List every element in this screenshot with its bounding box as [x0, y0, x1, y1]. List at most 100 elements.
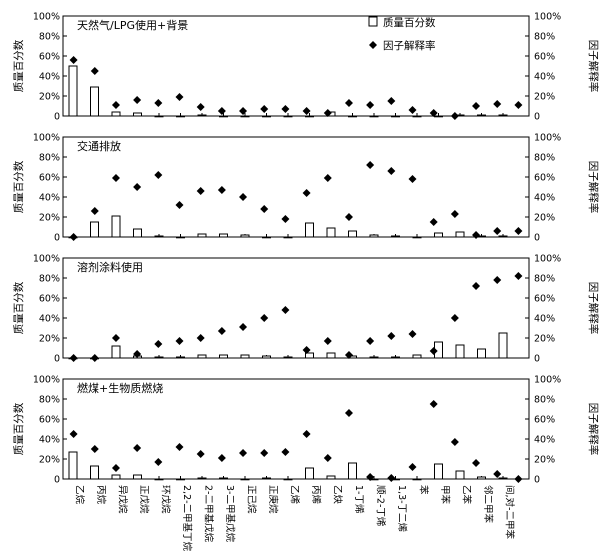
explained-marker [472, 459, 481, 467]
left-axis-label: 质量百分数 [12, 281, 25, 334]
explained-marker [450, 314, 459, 322]
explained-marker [90, 67, 99, 75]
explained-marker [90, 207, 99, 215]
explained-marker [260, 449, 269, 457]
explained-marker [450, 112, 459, 120]
explained-marker [239, 323, 248, 331]
explained-marker [472, 282, 481, 290]
explained-marker [69, 430, 78, 438]
mass-bar [412, 115, 422, 118]
mass-bar [133, 112, 142, 117]
explained-marker [133, 350, 142, 358]
mass-bar [477, 476, 486, 480]
category-labels: 乙烷 丙烷 异戊烷 正戊烷 环戊烷 2,2-二甲基丁烷 2-二甲基戊烷 3-二甲基戊烷 正己烷正… [74, 485, 516, 552]
mass-bar [498, 235, 508, 238]
mass-bar [412, 478, 422, 481]
mass-bar [305, 115, 314, 118]
right-axis-label: 因子解释率 [587, 161, 600, 214]
mass-bar [283, 356, 293, 359]
right-tick-label: 100% [534, 12, 561, 23]
category-label: 正己烷 [246, 485, 258, 514]
explained-marker [514, 101, 523, 109]
mass-bar [68, 65, 78, 117]
explained-marker [387, 474, 396, 482]
mass-bar [477, 348, 486, 359]
explained-marker [154, 458, 163, 466]
explained-marker [281, 306, 290, 314]
right-tick-label: 80% [534, 274, 555, 285]
explained-marker [260, 105, 269, 113]
explained-marker [260, 205, 269, 213]
mass-bar [326, 227, 336, 238]
mass-bar [326, 352, 336, 359]
mass-bar [283, 115, 293, 118]
explained-marker [217, 107, 226, 115]
left-tick-label: 0 [54, 475, 60, 486]
right-axis-label: 因子解释率 [587, 40, 600, 93]
explained-marker [111, 334, 120, 342]
explained-marker [111, 101, 120, 109]
explained-marker [133, 96, 142, 104]
right-tick-label: 60% [534, 415, 555, 426]
explained-marker [133, 444, 142, 452]
explained-marker [387, 332, 396, 340]
explained-marker [175, 337, 184, 345]
mass-bar [348, 462, 357, 480]
mass-bar [111, 111, 121, 117]
explained-marker [239, 107, 248, 115]
explained-marker [493, 276, 502, 284]
explained-marker [154, 340, 163, 348]
explained-marker [175, 93, 184, 101]
category-label: 正庚烷 [267, 485, 279, 514]
explained-marker [366, 101, 375, 109]
mass-bar [262, 355, 271, 359]
explained-marker [302, 189, 311, 197]
panel-frame [62, 257, 530, 359]
mass-bar [477, 114, 486, 117]
category-label: 2-二甲基戊烷 [203, 485, 215, 542]
mass-bar [326, 475, 336, 480]
left-tick-label: 60% [39, 173, 60, 184]
explained-marker [514, 475, 523, 483]
mass-bar [90, 221, 99, 238]
left-tick-label: 60% [39, 415, 60, 426]
mass-bar [498, 477, 508, 480]
category-label: 间,对-二甲苯 [504, 485, 516, 539]
right-tick-label: 60% [534, 52, 555, 63]
category-label: 苯 [418, 485, 430, 495]
explained-marker [69, 354, 78, 362]
explained-marker [514, 272, 523, 280]
mass-bar [133, 474, 142, 480]
right-tick-label: 100% [534, 133, 561, 144]
category-label: 正戊烷 [138, 485, 150, 514]
explained-marker [323, 174, 332, 182]
explained-marker [514, 227, 523, 235]
explained-marker [196, 187, 205, 195]
explained-marker [302, 346, 311, 354]
left-tick-label: 80% [39, 395, 60, 406]
category-label: 乙苯 [461, 485, 473, 505]
explained-marker [302, 107, 311, 115]
left-axis-label: 质量百分数 [12, 39, 25, 92]
mass-bar [391, 356, 400, 359]
category-label: 甲苯 [439, 485, 451, 505]
mass-bar [262, 236, 271, 239]
mass-bar [348, 115, 357, 118]
explained-marker [239, 193, 248, 201]
explained-marker [344, 99, 353, 107]
explained-marker [323, 454, 332, 462]
explained-marker [344, 409, 353, 417]
mass-bar [391, 235, 400, 238]
mass-bar [455, 344, 465, 359]
explained-marker [408, 106, 417, 114]
explained-marker [90, 445, 99, 453]
category-label: 环戊烷 [160, 485, 172, 514]
panel-frame [62, 378, 530, 480]
mass-bar [369, 234, 379, 238]
mass-bar [111, 474, 121, 480]
right-tick-label: 0 [534, 354, 540, 365]
explained-marker [133, 183, 142, 191]
mass-bar [219, 115, 228, 118]
explained-marker [111, 464, 120, 472]
right-tick-label: 80% [534, 395, 555, 406]
